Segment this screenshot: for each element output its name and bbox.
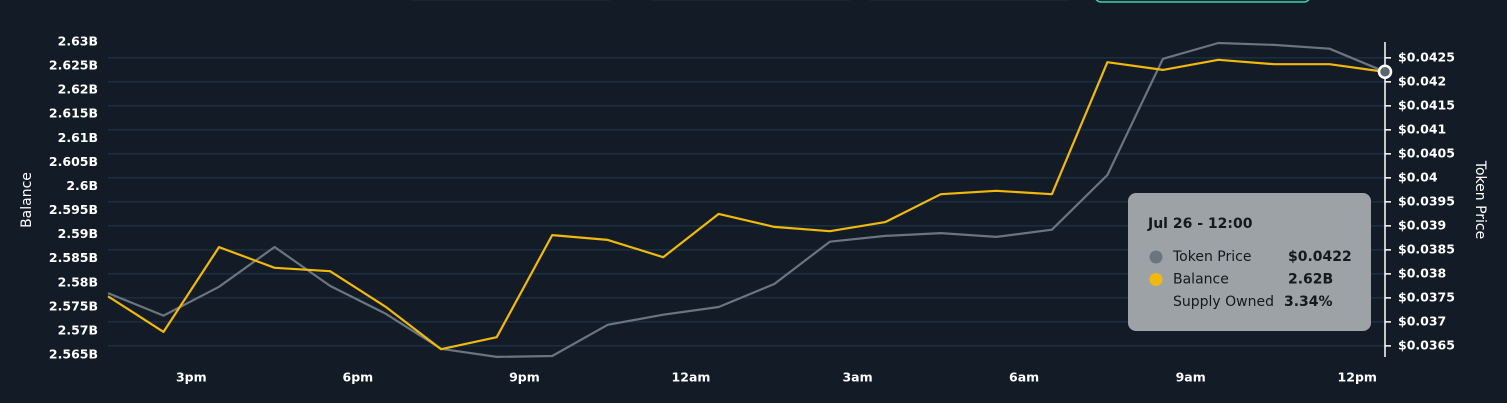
y-tick-label: 2.57B	[58, 322, 98, 337]
y2-tick-label: $0.041	[1398, 121, 1446, 136]
y-tick-label: 2.62B	[58, 82, 98, 97]
tooltip-box	[1128, 193, 1371, 331]
series-line	[107, 58, 1386, 351]
y-tick-label: 2.63B	[58, 34, 98, 49]
y2-tick-label: $0.037	[1398, 313, 1446, 328]
y-tick-label: 2.585B	[49, 250, 98, 265]
y-tick-label: 2.6B	[66, 178, 98, 193]
y2-tick-label: $0.0425	[1398, 49, 1455, 64]
y2-tick-label: $0.0405	[1398, 145, 1455, 160]
tooltip-value: 3.34%	[1284, 294, 1333, 310]
y-tick-label: 2.59B	[58, 226, 98, 241]
y2-tick-label: $0.042	[1398, 73, 1446, 88]
y2-tick-label: $0.0415	[1398, 97, 1455, 112]
series-line	[107, 41, 1386, 358]
tooltip-value: 2.62B	[1288, 272, 1333, 288]
y2-tick-label: $0.04	[1398, 169, 1438, 184]
y-axis-label: Balance	[19, 172, 35, 228]
tooltip-name: Token Price	[1172, 249, 1251, 265]
y-tick-label: 2.58B	[58, 274, 98, 289]
y-tick-label: 2.595B	[49, 202, 98, 217]
y2-tick-label: $0.039	[1398, 217, 1446, 232]
y-tick-label: 2.575B	[49, 298, 98, 313]
x-tick-label: 9am	[1176, 370, 1206, 385]
tooltip-dot	[1149, 273, 1163, 286]
x-tick-label: 12pm	[1338, 370, 1377, 385]
x-tick-label: 9pm	[509, 370, 540, 385]
y-tick-label: 2.565B	[49, 347, 98, 362]
top-tab[interactable]	[410, 0, 610, 1]
y2-tick-label: $0.038	[1398, 265, 1446, 280]
top-tab[interactable]	[650, 0, 850, 1]
y-tick-label: 2.625B	[49, 58, 98, 73]
y-tick-label: 2.615B	[49, 106, 98, 121]
tooltip-name: Supply Owned	[1173, 294, 1274, 310]
x-tick-label: 12am	[672, 370, 711, 385]
y2-tick-label: $0.0365	[1398, 337, 1455, 352]
axes: 2.63B 2.625B 2.62B 2.615B 2.61B 2.605B 2.6B 2.5…	[49, 34, 1455, 385]
y2-tick-label: $0.0375	[1398, 289, 1455, 304]
hover-marker	[1377, 64, 1393, 80]
top-tab[interactable]	[870, 0, 1070, 1]
x-tick-label: 3pm	[176, 370, 207, 385]
x-tick-label: 3am	[842, 370, 872, 385]
y2-tick-label: $0.0395	[1398, 193, 1455, 208]
y2-tick-label: $0.0385	[1398, 241, 1455, 256]
tooltip-value: $0.0422	[1288, 249, 1352, 265]
lines	[107, 41, 1386, 358]
tooltip-title: Jul 26 - 12:00	[1147, 216, 1253, 232]
y-tick-label: 2.605B	[49, 154, 98, 169]
y-tick-label: 2.61B	[58, 130, 98, 145]
y2-axis-label: Token Price	[1472, 160, 1488, 239]
x-tick-label: 6pm	[343, 370, 374, 385]
x-tick-label: 6am	[1009, 370, 1039, 385]
tooltip-dot	[1149, 250, 1163, 264]
tooltip-name: Balance	[1173, 272, 1229, 288]
top-tab[interactable]	[1095, 0, 1310, 3]
